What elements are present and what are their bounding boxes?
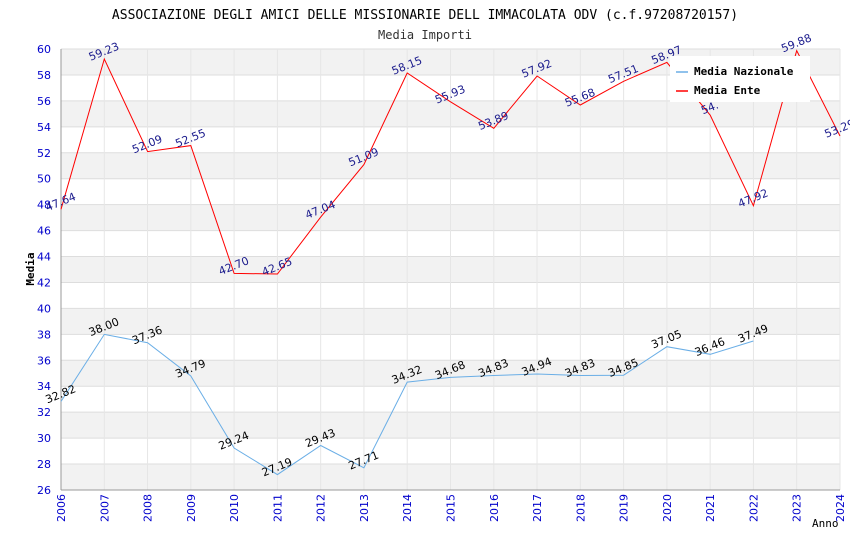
- y-tick-label: 50: [37, 173, 51, 186]
- x-tick-label: 2010: [228, 494, 241, 522]
- y-axis-label: Media: [24, 252, 37, 285]
- x-tick-label: 2009: [185, 494, 198, 522]
- y-tick-label: 42: [37, 276, 51, 289]
- y-tick-label: 30: [37, 432, 51, 445]
- y-tick-label: 34: [37, 380, 51, 393]
- x-tick-label: 2023: [791, 494, 804, 522]
- y-tick-label: 48: [37, 199, 51, 212]
- legend-box: [670, 56, 810, 102]
- x-tick-label: 2013: [358, 494, 371, 522]
- legend-label-media-nazionale: Media Nazionale: [694, 65, 794, 78]
- y-tick-label: 54: [37, 121, 51, 134]
- x-tick-labels: 2006 2007 2008 2009 2010 2011 2012 2013 2014 2015…: [55, 494, 847, 522]
- y-tick-label: 56: [37, 95, 51, 108]
- legend: Media Nazionale Media Ente: [670, 56, 810, 102]
- x-tick-label: 2015: [445, 494, 458, 522]
- legend-label-media-ente: Media Ente: [694, 84, 761, 97]
- y-tick-label: 26: [37, 484, 51, 497]
- grid-lines: [60, 48, 841, 491]
- y-tick-label: 52: [37, 147, 51, 160]
- y-tick-label: 44: [37, 251, 51, 264]
- y-tick-label: 40: [37, 302, 51, 315]
- x-tick-label: 2018: [574, 494, 587, 522]
- x-tick-label: 2024: [834, 494, 847, 522]
- y-tick-label: 60: [37, 43, 51, 56]
- x-tick-label: 2011: [271, 494, 284, 522]
- series-line-media-ente: [60, 49, 841, 275]
- x-axis-label: Anno: [812, 517, 839, 530]
- x-tick-label: 2022: [747, 494, 760, 522]
- y-tick-label: 28: [37, 458, 51, 471]
- x-tick-label: 2014: [401, 494, 414, 522]
- x-tick-label: 2017: [531, 494, 544, 522]
- x-tick-label: 2016: [488, 494, 501, 522]
- chart-title: ASSOCIAZIONE DEGLI AMICI DELLE MISSIONAR…: [112, 8, 738, 23]
- chart-subtitle: Media Importi: [378, 28, 472, 42]
- x-tick-label: 2012: [315, 494, 328, 522]
- y-tick-label: 46: [37, 225, 51, 238]
- y-tick-label: 58: [37, 69, 51, 82]
- y-tick-labels: 26 28 30 32 34 36 38 40 42 44 46 48 50 52 54 56 58 60: [37, 43, 51, 497]
- axes: [60, 49, 840, 491]
- series-lines: [60, 49, 841, 476]
- y-tick-label: 36: [37, 354, 51, 367]
- x-tick-label: 2021: [704, 494, 717, 522]
- x-tick-label: 2020: [661, 494, 674, 522]
- x-tick-label: 2007: [98, 494, 111, 522]
- data-label-media-ente: 54.: [699, 99, 720, 118]
- x-tick-label: 2008: [142, 494, 155, 522]
- y-tick-label: 32: [37, 406, 51, 419]
- x-tick-label: 2006: [55, 494, 68, 522]
- x-tick-label: 2019: [618, 494, 631, 522]
- series-line-media-nazionale: [60, 333, 754, 476]
- y-tick-label: 38: [37, 328, 51, 341]
